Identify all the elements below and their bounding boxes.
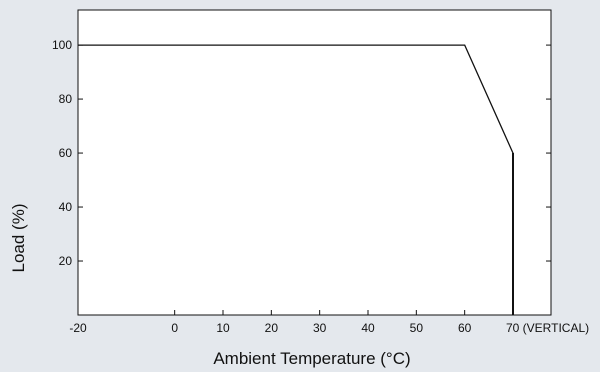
- series-layer: [78, 44, 514, 315]
- y-axis-title: Load (%): [9, 204, 28, 273]
- x-tick-label: 70 (VERTICAL): [506, 321, 589, 335]
- x-axis-title: Ambient Temperature (°C): [213, 349, 410, 368]
- x-tick-label: 0: [171, 321, 178, 335]
- x-tick-label: 20: [265, 321, 279, 335]
- y-tick-label: 100: [52, 38, 72, 52]
- x-tick-label: 50: [410, 321, 424, 335]
- y-tick-label: 20: [59, 254, 73, 268]
- x-tick-label: -20: [69, 321, 87, 335]
- x-tick-label: 40: [361, 321, 375, 335]
- x-axis-ticks: -20 0 10 20 30 40 50 60 70 (VERTICAL): [69, 310, 589, 335]
- y-tick-label: 80: [59, 92, 73, 106]
- x-tick-label: 10: [216, 321, 230, 335]
- y-tick-label: 40: [59, 200, 73, 214]
- y-tick-label: 60: [59, 146, 73, 160]
- x-tick-label: 60: [458, 321, 472, 335]
- x-tick-label: 30: [313, 321, 327, 335]
- plot-area: [77, 9, 552, 316]
- y-axis-ticks: 20 40 60 80 100: [52, 38, 551, 268]
